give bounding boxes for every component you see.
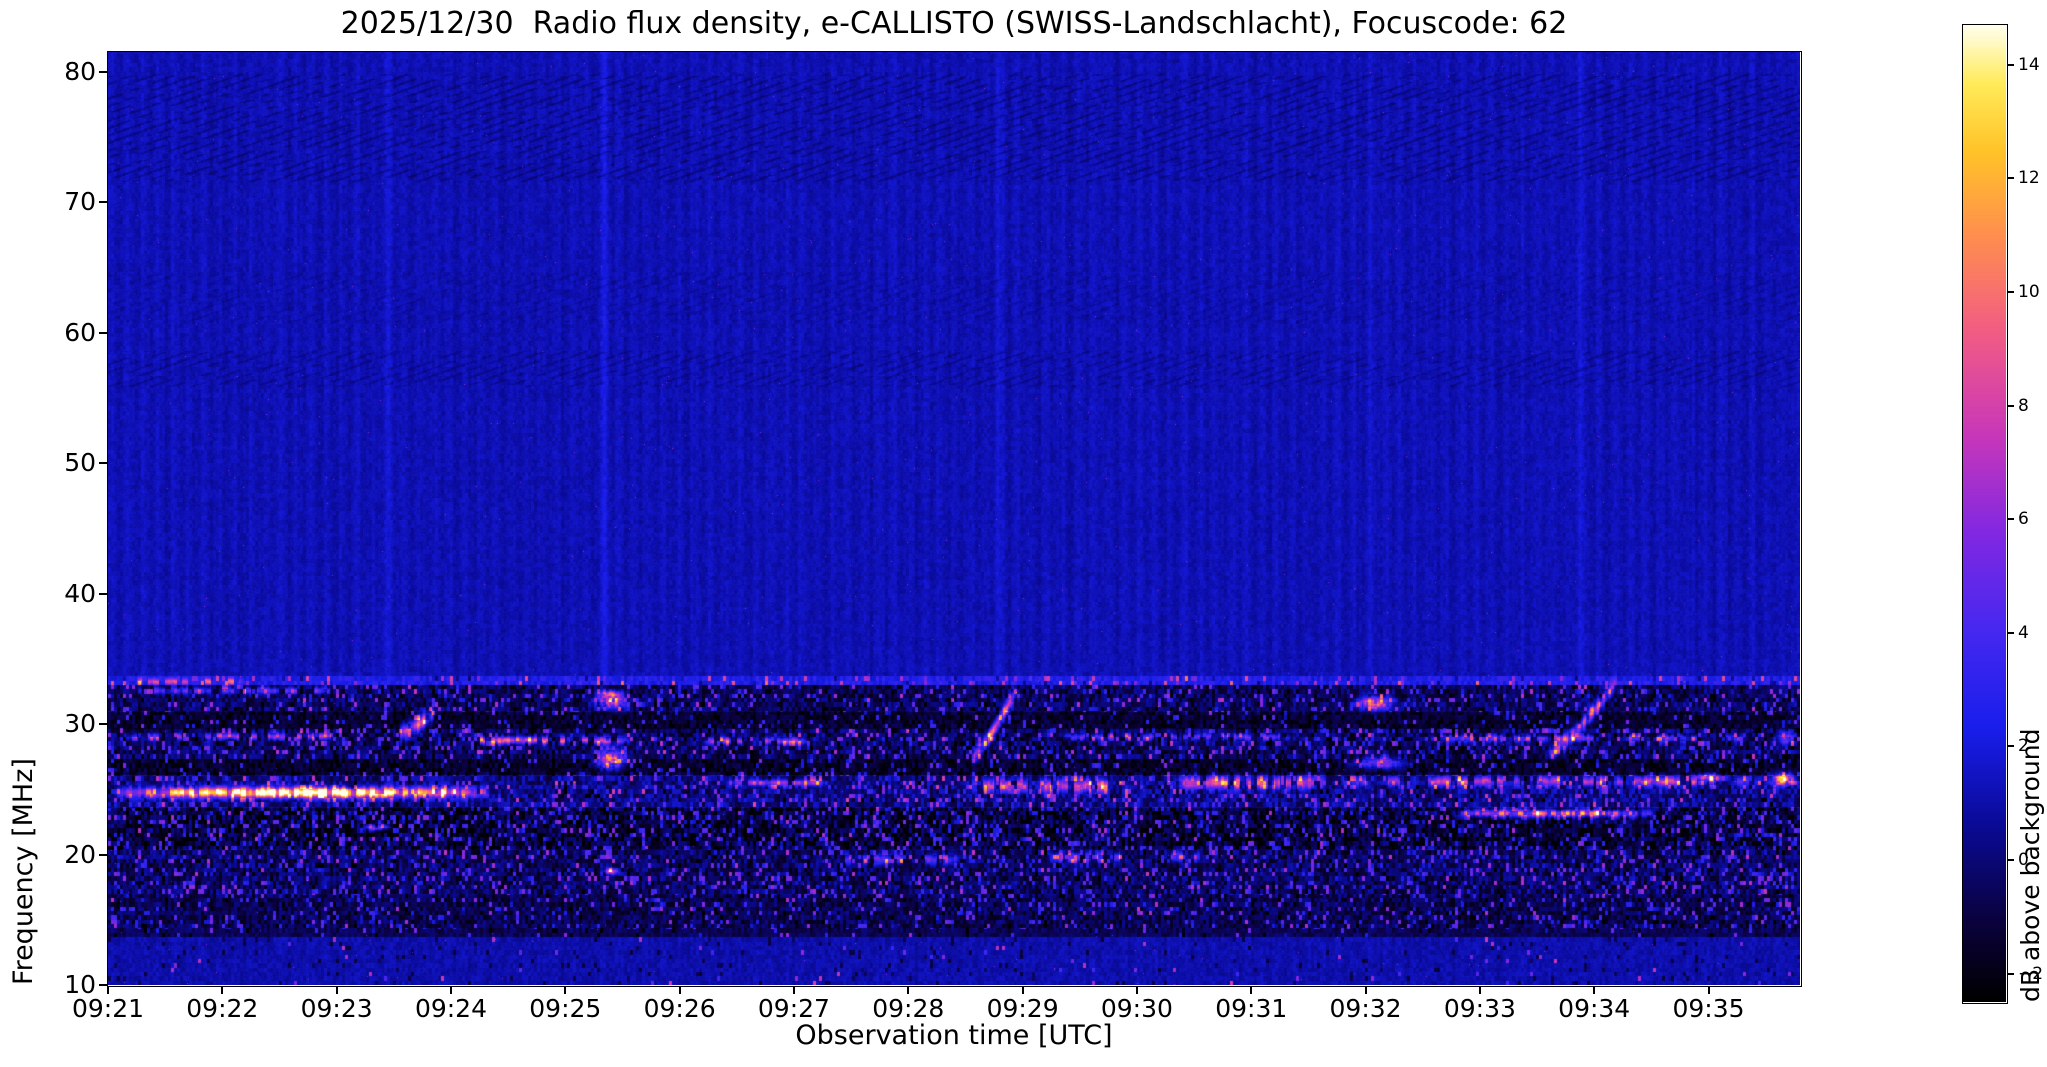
y-tick-mark [99,723,108,726]
x-tick-mark [1135,986,1138,994]
x-tick-label: 09:26 [643,994,716,1023]
x-tick-mark [792,986,795,994]
x-tick-label: 09:32 [1329,994,1402,1023]
x-tick-label: 09:35 [1672,994,1745,1023]
x-tick-label: 09:34 [1558,994,1631,1023]
x-tick-mark [1707,986,1710,994]
y-tick-mark [99,853,108,856]
colorbar-tick-label: 8 [2018,395,2029,416]
colorbar-tick-mark [2007,177,2014,180]
y-tick-mark [99,984,108,986]
x-tick-mark [1478,986,1481,994]
colorbar-tick-mark [2007,631,2014,634]
spectrogram-canvas [108,52,1800,985]
x-tick-mark [564,986,567,994]
y-tick-mark [99,331,108,334]
x-tick-label: 09:25 [529,994,602,1023]
x-tick-mark [1250,986,1253,994]
x-tick-label: 09:22 [186,994,259,1023]
x-tick-mark [107,986,109,994]
y-tick-label: 20 [64,839,96,869]
x-tick-label: 09:27 [757,994,830,1023]
colorbar-tick-mark [2007,972,2014,975]
y-tick-mark [99,201,108,204]
x-tick-label: 09:30 [1100,994,1173,1023]
y-tick-mark [99,592,108,595]
colorbar-tick-mark [2007,63,2014,66]
y-tick-label: 50 [64,448,96,478]
x-tick-mark [907,986,910,994]
x-tick-label: 09:23 [300,994,373,1023]
colorbar-tick-label: 6 [2018,509,2029,530]
x-tick-mark [678,986,681,994]
colorbar-tick-mark [2007,518,2014,521]
colorbar [1963,25,2006,1002]
x-tick-label: 09:21 [71,994,145,1023]
colorbar-tick-mark [2007,745,2014,748]
x-tick-mark [449,986,452,994]
colorbar-tick-label: 0 [2018,849,2029,870]
x-axis-label: Observation time [UTC] [795,1020,1113,1051]
colorbar-tick-mark [2007,290,2014,293]
x-tick-label: 09:28 [872,994,945,1023]
colorbar-tick-mark [2007,858,2014,861]
x-tick-label: 09:24 [414,994,487,1023]
chart-title: 2025/12/30 Radio flux density, e-CALLIST… [340,6,1568,41]
colorbar-tick-label: 14 [2018,54,2040,75]
x-tick-label: 09:29 [986,994,1059,1023]
colorbar-tick-label: 10 [2018,281,2040,302]
colorbar-tick-mark [2007,404,2014,407]
plot-area [108,52,1800,985]
x-tick-label: 09:33 [1443,994,1516,1023]
y-tick-mark [99,462,108,465]
x-tick-mark [1021,986,1024,994]
y-tick-mark [99,70,108,73]
colorbar-gradient [1963,25,2006,1002]
y-tick-label: 40 [64,578,96,608]
y-tick-label: 60 [64,317,96,347]
x-tick-label: 09:31 [1215,994,1288,1023]
x-tick-mark [1364,986,1367,994]
colorbar-tick-label: 2 [2018,736,2029,757]
x-tick-mark [1593,986,1596,994]
y-tick-label: 30 [64,709,96,739]
y-tick-label: 10 [64,970,96,999]
colorbar-label: dB above background [2016,728,2045,1002]
colorbar-tick-label: 4 [2018,622,2029,643]
x-tick-mark [221,986,224,994]
y-tick-label: 80 [64,56,96,86]
x-tick-mark [335,986,338,994]
y-tick-label: 70 [64,187,96,217]
colorbar-tick-label: 12 [2018,168,2040,189]
colorbar-tick-label: −2 [2018,963,2044,984]
